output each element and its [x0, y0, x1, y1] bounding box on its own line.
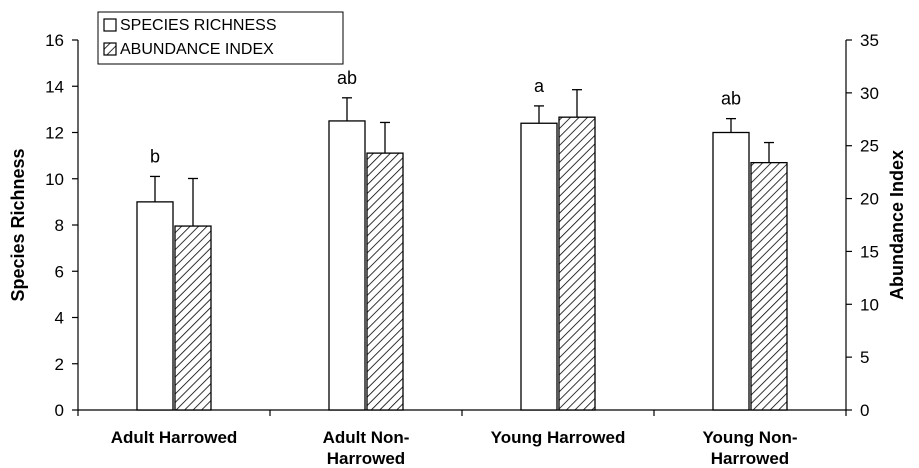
legend: SPECIES RICHNESS ABUNDANCE INDEX: [97, 11, 344, 65]
category-label: Harrowed: [711, 449, 789, 468]
left-tick-label: 16: [45, 31, 64, 50]
right-tick-label: 25: [860, 137, 879, 156]
bar-abundance-index: [558, 116, 596, 411]
y-axis-title: Species Richness: [8, 148, 28, 301]
right-tick-label: 30: [860, 84, 879, 103]
legend-swatch-species-richness: [103, 18, 117, 32]
left-tick-label: 8: [55, 216, 64, 235]
left-tick-label: 14: [45, 77, 64, 96]
significance-letter: ab: [337, 68, 357, 88]
category-label: Harrowed: [327, 449, 405, 468]
right-tick-label: 0: [860, 401, 869, 420]
category-label: Young Non-: [702, 428, 797, 447]
bars: [136, 89, 788, 411]
legend-swatch-abundance-index: [103, 42, 117, 56]
bar-species-richness: [328, 120, 366, 411]
left-tick-label: 6: [55, 262, 64, 281]
right-tick-label: 20: [860, 190, 879, 209]
left-tick-label: 12: [45, 124, 64, 143]
bar-abundance-index: [366, 152, 404, 411]
legend-label-abundance-index: ABUNDANCE INDEX: [120, 41, 274, 58]
left-tick-label: 2: [55, 355, 64, 374]
category-label: Adult Harrowed: [111, 428, 238, 447]
legend-label-species-richness: SPECIES RICHNESS: [120, 17, 276, 34]
bar-species-richness: [136, 201, 174, 411]
significance-letter: b: [150, 146, 160, 166]
bar-species-richness: [520, 122, 558, 411]
category-label: Adult Non-: [323, 428, 410, 447]
bar-abundance-index: [174, 225, 212, 411]
significance-letter: a: [534, 76, 545, 96]
left-tick-label: 4: [55, 309, 64, 328]
legend-box: [97, 11, 344, 65]
y2-axis-title: Abundance Index: [887, 150, 907, 300]
significance-letter: ab: [721, 89, 741, 109]
axes: 0 2 4 6 8 10 12 14 16 0 5 10 15 20 25 30 35 Species Richn…: [8, 31, 907, 420]
right-tick-label: 5: [860, 348, 869, 367]
right-tick-label: 10: [860, 295, 879, 314]
right-tick-label: 15: [860, 242, 879, 261]
category-label: Young Harrowed: [491, 428, 626, 447]
left-tick-label: 0: [55, 401, 64, 420]
bar-species-richness: [712, 131, 750, 411]
right-tick-label: 35: [860, 31, 879, 50]
labels: b Adult Harrowed ab Adult Non- Harrowed a Youn…: [111, 68, 798, 468]
bar-abundance-index: [750, 161, 788, 411]
left-tick-label: 10: [45, 170, 64, 189]
